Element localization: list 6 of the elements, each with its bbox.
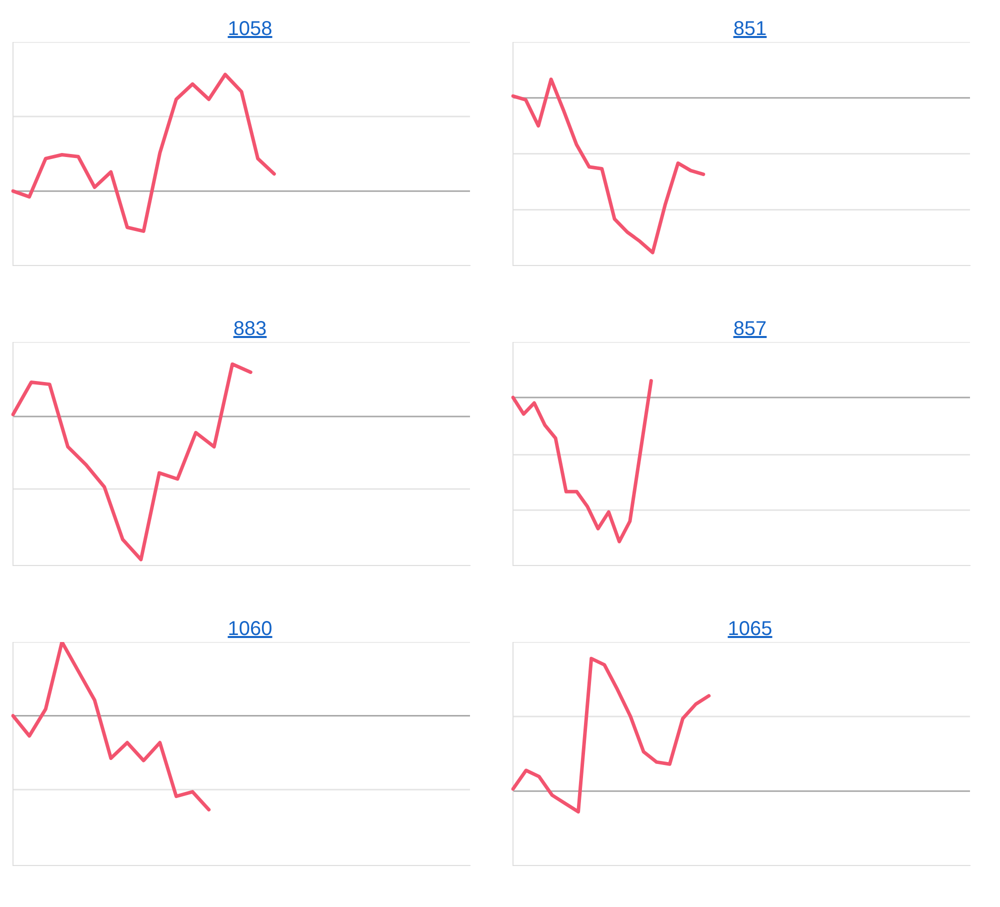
chart-title: 1060: [226, 618, 274, 642]
chart-title: 857: [732, 318, 768, 342]
chart-title: 1065: [726, 618, 774, 642]
chart-title: 1058: [226, 18, 274, 42]
chart-title: 851: [732, 18, 768, 42]
chart-title: 883: [232, 318, 268, 342]
